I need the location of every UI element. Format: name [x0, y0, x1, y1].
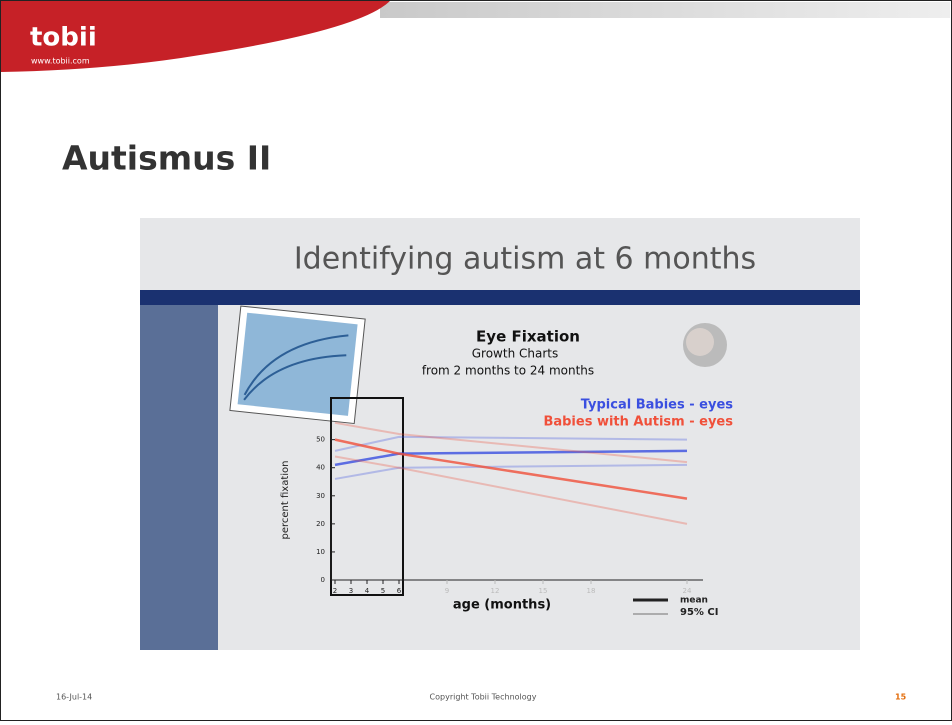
x-tick-label: 18 — [587, 587, 596, 595]
y-tick-label: 30 — [316, 492, 325, 500]
figure: Identifying autism at 6 months Eye Fixat… — [140, 218, 860, 650]
x-tick-label: 2 — [333, 587, 337, 595]
logo-url: www.tobii.com — [31, 57, 90, 66]
x-tick-label: 5 — [381, 587, 385, 595]
y-axis-label: percent fixation — [280, 461, 291, 540]
y-tick-label: 40 — [316, 464, 325, 472]
figure-title: Identifying autism at 6 months — [294, 242, 756, 277]
legend-label: Babies with Autism - eyes — [543, 415, 733, 430]
x-tick-label: 12 — [491, 587, 500, 595]
footer-copyright: Copyright Tobii Technology — [430, 693, 537, 702]
y-tick-label: 20 — [316, 520, 325, 528]
logo: tobii — [30, 23, 97, 53]
page-number: 15 — [895, 693, 907, 702]
x-tick-label: 3 — [349, 587, 353, 595]
legend-key-label: 95% CI — [680, 607, 718, 618]
chart-subtitle: Growth Charts — [472, 347, 558, 361]
x-axis-label: age (months) — [453, 598, 551, 613]
legend-key-label: mean — [680, 596, 708, 606]
chart-subtitle: from 2 months to 24 months — [422, 364, 594, 378]
growth-chart-thumbnail — [230, 306, 365, 423]
figure-background — [140, 218, 860, 650]
header-band — [380, 2, 950, 18]
slide: tobii www.tobii.com Autismus II Identify… — [0, 0, 952, 721]
y-tick-label: 0 — [321, 576, 325, 584]
slide-title: Autismus II — [62, 139, 271, 178]
legend-label: Typical Babies - eyes — [581, 398, 734, 413]
baby-face-image — [686, 328, 714, 356]
side-bar — [140, 305, 218, 650]
x-tick-label: 6 — [397, 587, 402, 595]
x-tick-label: 24 — [683, 587, 692, 595]
y-tick-label: 50 — [316, 436, 325, 444]
footer-date: 16-Jul-14 — [56, 693, 92, 702]
x-tick-label: 9 — [445, 587, 449, 595]
y-tick-label: 10 — [316, 548, 325, 556]
x-tick-label: 4 — [365, 587, 370, 595]
x-tick-label: 15 — [539, 587, 548, 595]
title-bar — [140, 290, 860, 305]
chart-heading: Eye Fixation — [476, 328, 580, 346]
